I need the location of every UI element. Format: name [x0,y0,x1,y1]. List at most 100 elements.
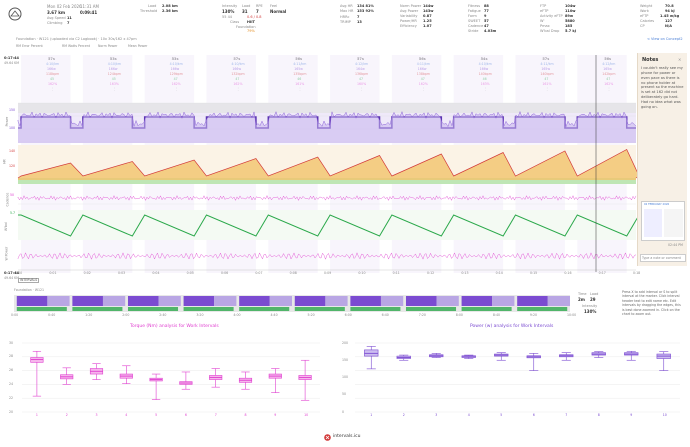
interval-pace: 4:11/km [416,62,430,66]
interval-cadence: 47 [606,77,611,81]
axis-label-hr: HR [2,159,7,164]
app-logo[interactable] [8,7,22,21]
interval-cadence: 46 [297,77,302,81]
strip-zone-bar [183,307,234,311]
activity-date: Mon 02 Feb 2026 [47,4,82,9]
interval-duration: 53s [171,57,179,61]
interval-pace: 4:10/km [478,62,492,66]
power-xtick: 6 [532,413,535,417]
strip-tick: 2:00 [122,313,130,317]
power-xtick: 10 [662,413,667,417]
interval-duration: 53s [109,57,117,61]
power-box [656,353,671,359]
tab-watts-percent[interactable]: RM Watts Percent [62,44,91,48]
notes-close-icon[interactable]: ✕ [678,57,682,62]
power-interval-line [18,116,636,129]
footer-brand[interactable]: intervals.icu [333,434,361,439]
torque-ytick: 28 [9,354,14,359]
notes-title: Notes [642,57,659,63]
strip-tick: 10:00 [567,313,577,317]
intervals-button[interactable]: INTERVALS [18,278,40,284]
torque-box [30,357,44,363]
interval-power: 166w [232,67,242,71]
interval-cadence: 47 [235,77,240,81]
interval-more-icon: ⋮ [359,87,364,91]
attachment-thumb-left [644,209,662,237]
time-tick: 0:05 [186,271,194,275]
strip-bg [14,295,570,312]
wbal-trace [18,214,640,237]
strip-tick: 0:40 [48,313,56,317]
interval-duration: 56s [604,57,612,61]
interval-duration: 57s [356,57,364,61]
interval-hr: 140bpm [478,72,492,76]
interval-pace: 4:11/km [540,62,554,66]
foundation-strip-label: Foundation · W121 [14,288,45,292]
interval-intensity: 160% [356,82,367,86]
interval-intensity: 162% [47,82,58,86]
time-tick: 0:08 [289,271,297,275]
activity-duration: 0:09:41 [80,10,98,15]
strip-tick: 4:40 [270,313,278,317]
strip-rest-interval [47,296,70,306]
interval-intensity: 161% [295,82,305,86]
time-tick: 0:04 [152,271,160,275]
strip-work-interval [405,296,437,306]
comment-input[interactable]: Type a note or comment [640,254,686,262]
interval-hr: 132bpm [231,72,245,76]
hr-tick-120: 120 [9,164,16,168]
power-box [559,354,574,358]
interval-more-icon: ⋮ [421,87,426,91]
time-tick: 0:16 [564,271,572,275]
interval-power: 166w [417,67,427,71]
interval-band [515,55,565,273]
activity-time: 11:31 AM [80,4,99,9]
interval-more-icon: ⋮ [50,87,55,91]
power-ytick: 150 [342,357,349,362]
time-tick: 0:10 [358,271,366,275]
time-tick: 0:17 [598,271,606,275]
strip-rest-interval [492,296,515,306]
tab-norm-power[interactable]: Norm Power [98,44,118,48]
interval-cadence: 47 [544,77,549,81]
foundation-badge: 79% [247,29,255,33]
power-trace [17,110,637,128]
interval-pace: 4:11/km [293,62,307,66]
axis-label-wbal: W'bal [3,222,8,232]
strip-rest-interval [325,296,348,306]
power-ytick: 100 [342,375,349,379]
wbal-zone-bg [18,210,636,240]
interval-pace: 4:10/km [107,62,121,66]
power-box [591,352,606,356]
power-box [429,354,444,358]
strip-work-interval [461,296,493,306]
interval-cadence: 46 [482,77,487,81]
time-tick: 0:06 [221,271,229,275]
interval-power: 165w [603,67,612,71]
strip-tick: 5:20 [307,313,315,317]
power-ytick: 50 [342,392,347,397]
view-on-concept2-link[interactable]: < View on Concept2 [647,37,683,41]
interval-more-icon: ⋮ [174,87,179,91]
notes-attachment[interactable]: 02 FEBRUARY 2026 [641,201,685,241]
torque-chart-title: Torque (Nm) analysis for Work Intervals [130,324,219,329]
strip-work-interval [517,296,548,306]
strip-work-interval [183,296,215,306]
axis-label-power: Power [5,116,10,127]
power-chart-title: Power (w) analysis for Work Intervals [470,324,554,329]
torque-ytick: 26 [9,368,14,373]
torque-box [298,375,312,380]
interval-duration: 57s [47,57,55,61]
tab-error-percent[interactable]: RM Error Percent [16,44,43,48]
tab-mean-power[interactable]: Mean Power [128,44,148,48]
time-tick: 0:07 [255,271,263,275]
wbal-tick: 5.7 [10,211,16,215]
interval-intensity: 161% [542,82,552,86]
interval-more-icon: ⋮ [545,87,549,91]
interval-more-icon: ⋮ [236,87,240,91]
power-tick-150: 150 [9,108,16,112]
torque-box [119,373,133,379]
